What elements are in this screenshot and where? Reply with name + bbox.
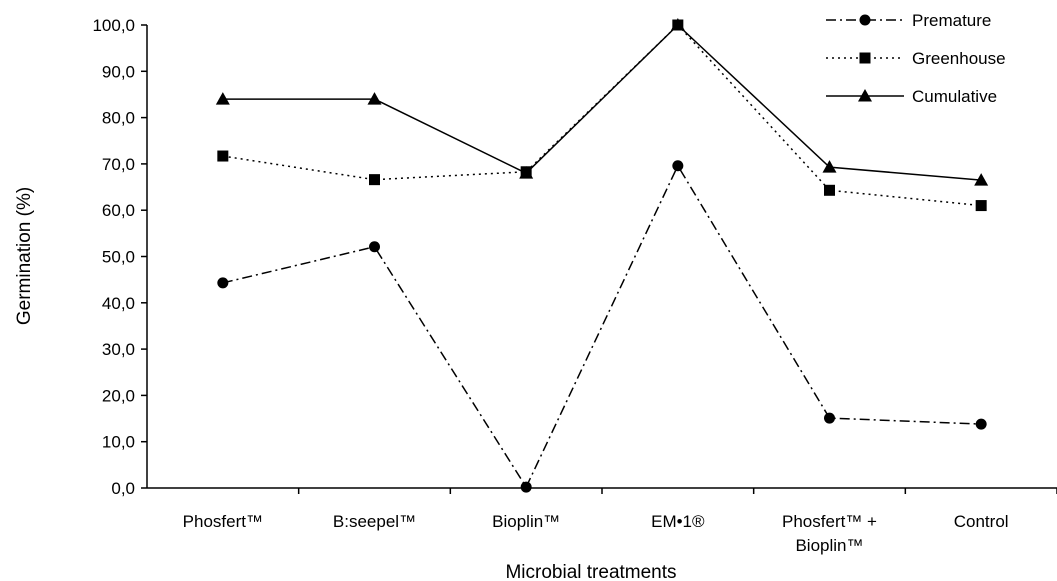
data-point-premature	[975, 418, 987, 430]
data-point-premature	[520, 481, 532, 493]
y-tick-label: 70,0	[102, 155, 135, 174]
y-tick-label: 20,0	[102, 386, 135, 405]
y-tick-label: 60,0	[102, 201, 135, 220]
legend-marker-premature	[859, 14, 871, 26]
series-line-greenhouse	[222, 23, 982, 207]
data-point-cumulative	[519, 166, 534, 179]
data-point-cumulative	[670, 18, 685, 31]
legend-label-premature: Premature	[912, 11, 991, 30]
x-tick-label: Bioplin™	[492, 512, 560, 531]
series-premature	[217, 160, 987, 493]
series-greenhouse	[217, 19, 987, 212]
x-tick-label: EM•1®	[651, 512, 705, 531]
y-tick-label: 50,0	[102, 248, 135, 267]
y-tick-label: 80,0	[102, 109, 135, 128]
data-point-cumulative	[215, 92, 230, 105]
y-tick-label: 40,0	[102, 294, 135, 313]
legend-marker-cumulative	[858, 89, 872, 102]
y-tick-label: 30,0	[102, 340, 135, 359]
data-point-greenhouse	[975, 200, 987, 212]
legend-marker-greenhouse	[859, 52, 871, 64]
data-point-greenhouse	[369, 174, 380, 186]
data-point-cumulative	[822, 160, 837, 173]
data-point-greenhouse	[217, 150, 229, 162]
y-tick-label: 100,0	[92, 16, 135, 35]
series-line-cumulative	[222, 23, 982, 181]
series-line-premature	[222, 164, 982, 489]
y-tick-label: 90,0	[102, 62, 135, 81]
data-point-premature	[369, 241, 380, 253]
x-axis-title: Microbial treatments	[505, 562, 676, 581]
legend-item-greenhouse: Greenhouse	[826, 49, 1006, 68]
data-point-premature	[217, 277, 229, 289]
data-point-cumulative	[974, 173, 989, 186]
x-tick-label: Phosfert™	[183, 512, 263, 531]
y-tick-label: 10,0	[102, 433, 135, 452]
data-point-cumulative	[367, 92, 382, 105]
series-cumulative	[215, 18, 989, 186]
legend-item-cumulative: Cumulative	[826, 87, 997, 106]
data-point-premature	[824, 412, 835, 424]
series-layer	[215, 18, 989, 493]
legend-item-premature: Premature	[826, 11, 991, 30]
data-point-premature	[672, 160, 684, 172]
x-tick-label: Phosfert™ + Bioplin™	[782, 512, 877, 555]
y-ticks: 0,0 10,0 20,0 30,0 40,0 50,0 60,0 70,0 80,0 90,0 1…	[92, 16, 147, 498]
y-tick-label: 0,0	[111, 479, 135, 498]
data-point-greenhouse	[824, 184, 835, 196]
legend-label-cumulative: Cumulative	[912, 87, 997, 106]
legend: Premature Greenhouse Cumulative	[826, 11, 1006, 106]
x-ticks: Phosfert™ B:seepel™ Bioplin™ EM•1® Phosfert™…	[183, 488, 1057, 555]
legend-label-greenhouse: Greenhouse	[912, 49, 1006, 68]
x-tick-label: B:seepel™	[333, 512, 416, 531]
x-tick-label: Control	[954, 512, 1009, 531]
y-axis-title: Germination (%)	[14, 187, 35, 325]
